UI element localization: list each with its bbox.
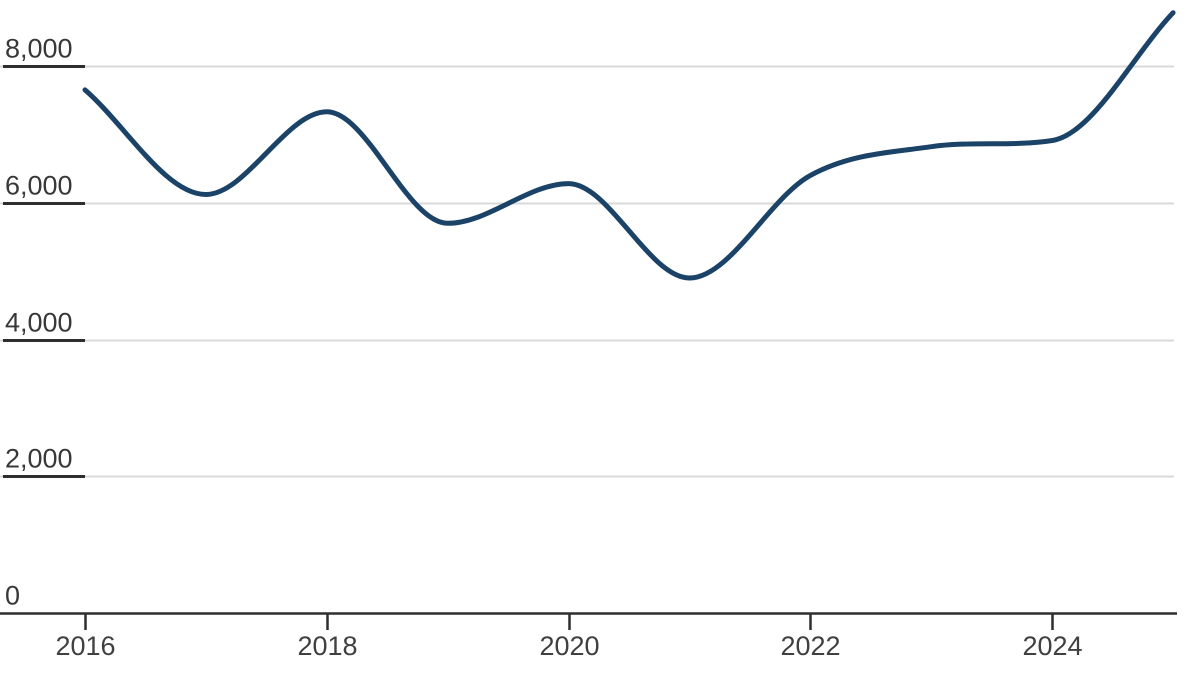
- y-axis-tick-label-8000: 8,000: [5, 34, 73, 64]
- y-axis-tick-label-4000: 4,000: [5, 308, 73, 338]
- data-line-series: [82, 10, 1176, 281]
- y-axis-tick-label-6000: 6,000: [5, 171, 73, 201]
- x-axis-tick-label-2018: 2018: [297, 631, 357, 661]
- x-axis-tick-label-2022: 2022: [780, 631, 840, 661]
- x-axis-tick-label-2024: 2024: [1022, 631, 1082, 661]
- x-axis-tick-label-2020: 2020: [539, 631, 599, 661]
- x-axis-tick-label-2016: 2016: [55, 631, 115, 661]
- y-axis-tick-label-0: 0: [5, 581, 20, 611]
- y-axis-tick-label-2000: 2,000: [5, 444, 73, 474]
